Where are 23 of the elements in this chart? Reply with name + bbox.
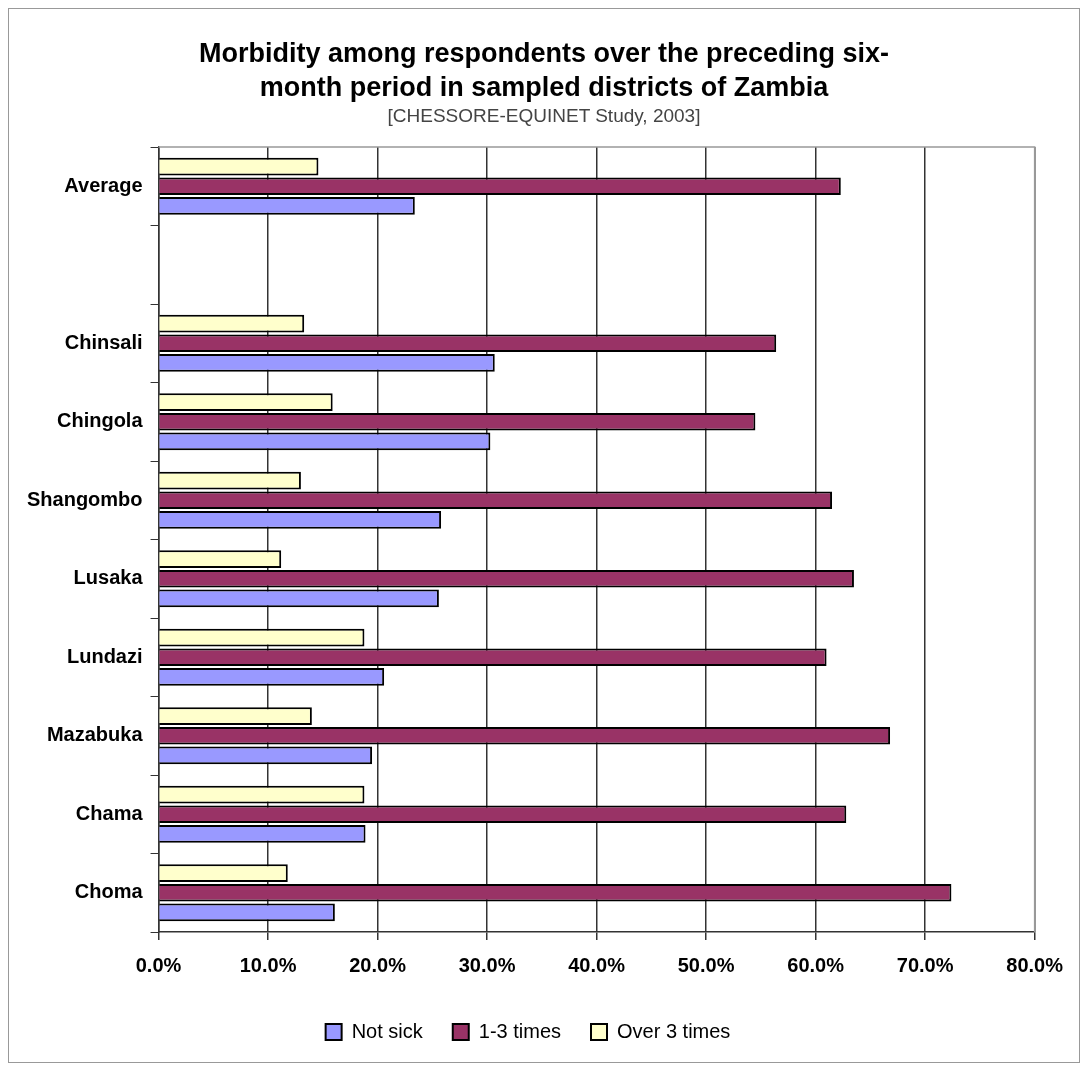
x-tick-label: 60.0% bbox=[787, 953, 845, 976]
chart-subtitle: [CHESSORE-EQUINET Study, 2003] bbox=[386, 104, 702, 127]
y-tick-label: Average bbox=[64, 173, 143, 196]
x-tick-label: 30.0% bbox=[458, 953, 516, 976]
chart-title: Morbidity among respondents over the preceding six-month period in sampled districts of Zambia bbox=[197, 37, 891, 104]
y-tick-label: Choma bbox=[74, 879, 144, 902]
legend-label: Over 3 times bbox=[617, 1019, 731, 1042]
y-tick-label: Chingola bbox=[57, 408, 144, 431]
legend-label: Not sick bbox=[351, 1019, 424, 1042]
y-tick-label: Lusaka bbox=[73, 565, 144, 588]
x-tick-label: 20.0% bbox=[349, 953, 407, 976]
y-tick-label: Mazabuka bbox=[46, 722, 144, 745]
y-tick-label: Lundazi bbox=[67, 644, 143, 667]
y-tick-label: Chama bbox=[75, 801, 144, 824]
y-tick-label: Shangombo bbox=[27, 487, 143, 510]
x-tick-label: 40.0% bbox=[568, 953, 626, 976]
x-tick-label: 80.0% bbox=[1006, 953, 1064, 976]
legend-label: 1-3 times bbox=[478, 1019, 562, 1042]
x-tick-label: 0.0% bbox=[135, 953, 182, 976]
x-tick-label: 10.0% bbox=[239, 953, 297, 976]
y-tick-label: Chinsali bbox=[64, 330, 143, 353]
x-tick-label: 50.0% bbox=[677, 953, 735, 976]
x-tick-label: 70.0% bbox=[896, 953, 954, 976]
